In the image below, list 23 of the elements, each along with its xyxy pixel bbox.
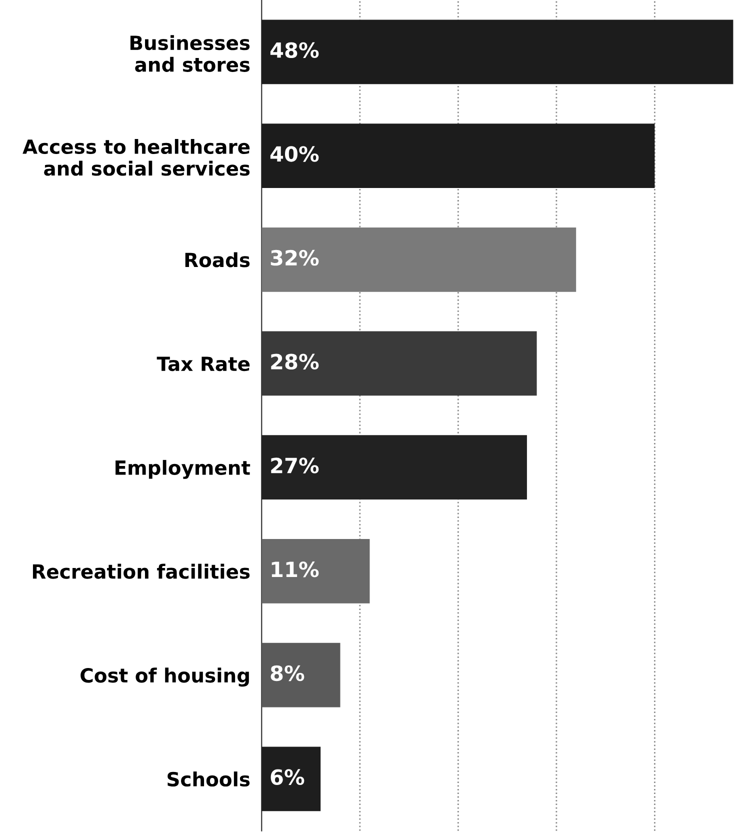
data-label: 8% — [270, 665, 304, 682]
data-label: 6% — [270, 769, 304, 785]
y-tick-label: Cost of housing — [80, 668, 249, 687]
bar — [262, 539, 370, 604]
data-label: 40% — [270, 146, 319, 162]
data-label: 28% — [271, 354, 319, 370]
y-tick-label: Recreation facilities — [32, 564, 250, 579]
y-tick-label: Schools — [168, 772, 250, 787]
y-tick-label: Access to healthcare and social services — [22, 138, 250, 176]
data-label: 11% — [272, 561, 319, 578]
y-tick-label: Tax Rate — [156, 356, 250, 372]
data-label: 27% — [271, 458, 319, 474]
bar — [262, 435, 527, 500]
y-tick-label: Employment — [116, 460, 250, 479]
bar — [262, 20, 734, 84]
y-tick-label: Roads — [185, 252, 250, 268]
bar — [262, 746, 321, 812]
bar — [262, 227, 576, 292]
y-tick-label: Businesses and stores — [130, 35, 250, 72]
bar — [262, 642, 340, 708]
data-label: 32% — [270, 250, 319, 266]
data-label: 48% — [270, 42, 319, 58]
bar — [262, 124, 655, 188]
